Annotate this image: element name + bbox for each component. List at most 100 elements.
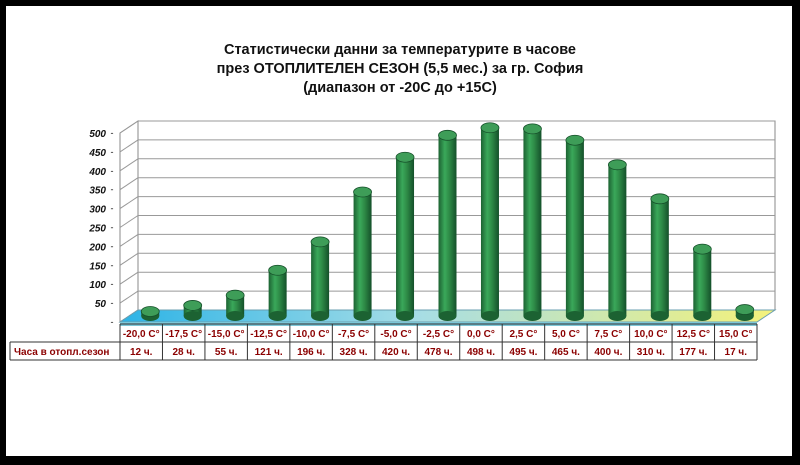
bar-bottom xyxy=(396,311,415,321)
bar-bottom xyxy=(311,311,330,321)
bar-bottom xyxy=(608,311,627,321)
bar-bottom xyxy=(650,311,669,321)
y-tick-dash: - xyxy=(111,166,114,176)
bar-body xyxy=(650,198,669,316)
y-tick-label: 450 xyxy=(88,148,106,159)
series-legend-label: Часа в отопл.сезон xyxy=(14,347,109,358)
x-category-label: -10,0 C° xyxy=(293,329,330,340)
y-tick-dash: - xyxy=(111,223,114,233)
bar xyxy=(480,122,500,321)
bar-top xyxy=(140,306,160,317)
x-category-label: 15,0 C° xyxy=(719,329,752,340)
x-category-label: 2,5 C° xyxy=(509,329,537,340)
data-table: Часа в отопл.сезон -20,0 C° 12 ч. -17,5 C° 2… xyxy=(9,323,758,361)
gridline-side xyxy=(119,215,139,228)
x-category-label: -7,5 C° xyxy=(338,329,369,340)
gridline-side xyxy=(119,271,139,285)
x-category-label: 5,0 C° xyxy=(552,329,580,340)
bar xyxy=(607,159,627,321)
bar-top xyxy=(480,122,500,134)
y-tick-label: 250 xyxy=(88,224,106,235)
data-label: 328 ч. xyxy=(340,347,368,358)
y-tick-dash: - xyxy=(111,128,114,138)
bar xyxy=(310,236,330,321)
bar-body xyxy=(353,192,372,316)
bar-body xyxy=(480,127,499,316)
y-tick-label: 500 xyxy=(89,129,106,140)
y-tick-dash: - xyxy=(111,279,114,289)
data-label: 498 ч. xyxy=(467,347,495,358)
chart-title-line-1: Статистически данни за температурите в ч… xyxy=(223,42,576,58)
x-category-label: 12,5 C° xyxy=(677,329,710,340)
y-tick-dash: - xyxy=(111,204,114,214)
bar-top xyxy=(692,243,712,255)
bar-body xyxy=(565,140,584,316)
y-tick-label: 350 xyxy=(89,186,106,197)
gridline-side xyxy=(119,290,139,304)
bar-top xyxy=(735,304,755,315)
bar-top xyxy=(607,159,627,171)
y-tick-dash: - xyxy=(111,260,114,270)
bar xyxy=(735,304,755,321)
bar xyxy=(395,151,415,321)
x-category-label: -20,0 C° xyxy=(123,329,160,340)
gridline-side xyxy=(119,120,139,134)
bar-body xyxy=(396,157,415,316)
x-category-label: 0,0 C° xyxy=(467,329,495,340)
bar-top xyxy=(565,134,585,146)
bar xyxy=(523,123,542,321)
data-label: 12 ч. xyxy=(130,347,153,358)
gridline-side xyxy=(119,252,139,266)
y-tick-dash: - xyxy=(111,147,114,157)
bar-body xyxy=(268,270,287,316)
bar xyxy=(140,306,160,321)
bar-body xyxy=(438,135,457,316)
y-tick-label: 50 xyxy=(95,299,107,310)
bar-top xyxy=(395,151,415,163)
data-label: 495 ч. xyxy=(509,347,537,358)
bar xyxy=(650,193,670,321)
bar xyxy=(692,243,712,321)
data-label: 177 ч. xyxy=(679,347,707,358)
x-category-label: -2,5 C° xyxy=(423,329,454,340)
bar-body xyxy=(311,241,330,316)
bar-body xyxy=(693,249,712,316)
data-label: 400 ч. xyxy=(594,347,622,358)
x-category-label: 10,0 C° xyxy=(634,329,667,340)
bar-top xyxy=(225,289,245,301)
y-tick-dash: - xyxy=(111,185,114,195)
bar-bottom xyxy=(480,311,499,321)
bar xyxy=(268,264,288,321)
bar-bottom xyxy=(438,311,457,321)
bar-bottom xyxy=(353,311,372,321)
gridline-side xyxy=(119,177,139,191)
x-category-label: 7,5 C° xyxy=(594,329,622,340)
bar-bottom xyxy=(523,311,542,321)
y-axis-ticks: 500 -450 -400 -350 -300 -250 -200 -150 -100 -50 -- xyxy=(88,128,113,327)
bar-body xyxy=(226,295,245,316)
x-category-label: -5,0 C° xyxy=(380,329,411,340)
bar-top xyxy=(523,123,542,135)
bar-top xyxy=(268,264,288,276)
data-label: 17 ч. xyxy=(725,347,748,358)
chart-title: Статистически данни за температурите в ч… xyxy=(0,41,800,98)
gridline-side xyxy=(119,158,139,172)
y-tick-label: 100 xyxy=(89,280,106,291)
bar-body xyxy=(523,128,542,316)
bar-bottom xyxy=(183,311,202,321)
chart-title-line-2: през ОТОПЛИТЕЛЕН СЕЗОН (5,5 мес.) за гр.… xyxy=(216,61,584,77)
y-tick-dash: - xyxy=(111,317,114,327)
bar xyxy=(353,186,372,321)
bar-bottom xyxy=(268,311,287,321)
bar-top xyxy=(183,300,203,311)
bar-top xyxy=(310,236,330,248)
chart-title-line-3: (диапазон от -20С до +15С) xyxy=(303,80,497,96)
data-label: 121 ч. xyxy=(255,347,283,358)
y-tick-label: 400 xyxy=(88,167,106,178)
bar-bottom xyxy=(565,311,584,321)
data-label: 55 ч. xyxy=(215,347,238,358)
data-label: 28 ч. xyxy=(172,347,195,358)
bar xyxy=(183,300,203,321)
bar xyxy=(225,289,245,321)
y-tick-label: 300 xyxy=(89,205,106,216)
